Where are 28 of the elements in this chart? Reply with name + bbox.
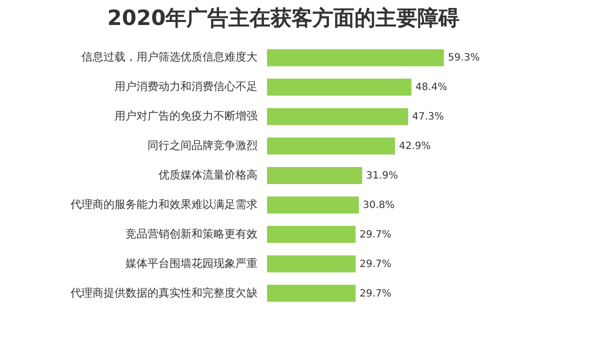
bar (267, 226, 356, 243)
y-tick-label: 用户对广告的免疫力不断增强 (114, 110, 258, 123)
bar (267, 167, 362, 184)
chart-title: 2020年广告主在获客方面的主要障碍 (107, 6, 460, 30)
data-label: 30.8% (362, 200, 395, 211)
data-label: 59.3% (448, 52, 480, 64)
bar (267, 138, 395, 155)
y-tick-label: 竞品营销创新和策略更有效 (126, 227, 258, 240)
bar (267, 284, 356, 302)
data-label: 42.9% (398, 141, 431, 152)
bar (267, 49, 444, 66)
y-tick-label: 媒体平台围墙花园现象严重 (126, 256, 258, 270)
data-label: 47.3% (412, 112, 444, 123)
y-tick-label: 用户消费动力和消费信心不足 (114, 80, 258, 94)
y-tick-label: 代理商提供数据的真实性和完整度欠缺 (70, 286, 258, 300)
bar (267, 255, 356, 272)
y-tick-label: 优质媒体流量价格高 (158, 168, 258, 182)
bar (267, 196, 359, 214)
data-label: 29.7% (360, 258, 392, 270)
data-label: 29.7% (360, 229, 392, 240)
bar (267, 108, 408, 126)
y-tick-label: 同行之间品牌竞争激烈 (148, 139, 258, 152)
bar (267, 78, 412, 96)
y-tick-label: 信息过载，用户筛选优质信息难度大 (82, 50, 258, 64)
data-label: 29.7% (360, 288, 392, 300)
data-label: 31.9% (366, 170, 398, 182)
y-tick-label: 代理商的服务能力和效果难以满足需求 (70, 198, 258, 211)
data-label: 48.4% (415, 82, 448, 94)
